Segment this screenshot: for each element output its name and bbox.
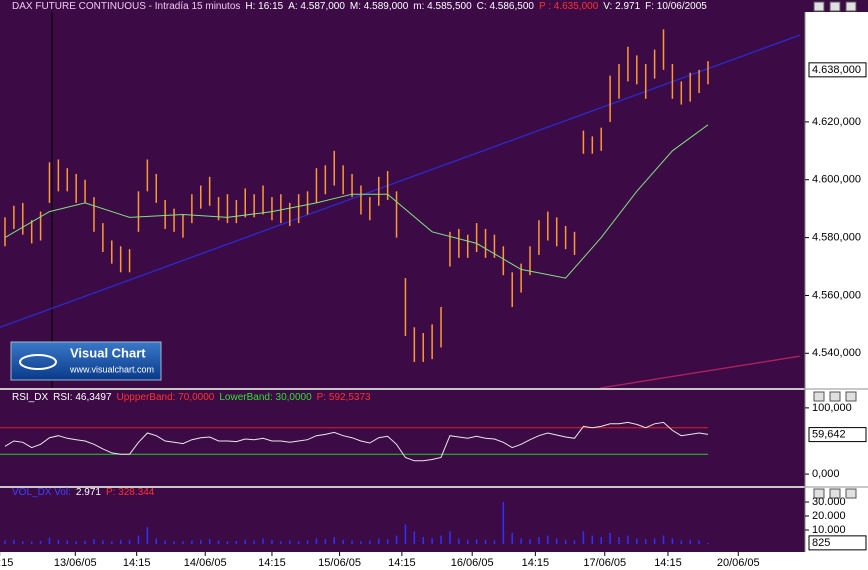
button[interactable] xyxy=(845,488,857,499)
panel xyxy=(0,29,800,388)
trend-line xyxy=(600,355,800,388)
header-segment: A: 4.587,000 xyxy=(288,1,345,12)
panel-header: DAX FUTURE CONTINUOUS - Intradía 15 minu… xyxy=(12,1,707,12)
logo-url: www.visualchart.com xyxy=(69,364,154,374)
button[interactable] xyxy=(813,1,825,12)
price-scale-strip xyxy=(805,12,868,552)
y-tick-label: 0,000 xyxy=(812,468,840,480)
x-tick-label: 14:15 xyxy=(522,557,550,569)
header-segment: P: 592,5373 xyxy=(317,392,371,403)
x-tick-label: 16/06/05 xyxy=(451,557,494,569)
header-segment: C: 4.586,500 xyxy=(477,1,535,12)
button[interactable] xyxy=(829,1,841,12)
y-tick-label: 20.000 xyxy=(812,510,846,522)
y-tick-label: 4.580,000 xyxy=(812,232,861,244)
moving-average xyxy=(4,124,709,279)
last-value-label: 59,642 xyxy=(812,429,846,441)
header-segment: LowerBand: 30,0000 xyxy=(219,392,312,403)
last-value-box xyxy=(808,535,867,551)
button[interactable] xyxy=(829,488,841,499)
x-tick-label: 14:15 xyxy=(0,557,13,569)
button[interactable] xyxy=(845,1,857,12)
trend-line xyxy=(0,34,800,328)
header-segment: V: 2.971 xyxy=(603,1,640,12)
header-segment: VOL_DX Vol: xyxy=(12,487,71,498)
header-segment: m: 4.585,500 xyxy=(413,1,472,12)
y-tick-label: 4.620,000 xyxy=(812,116,861,128)
header-segment: P: 328.344 xyxy=(106,487,155,498)
y-tick-label: 10.000 xyxy=(812,524,846,536)
x-tick-label: 14:15 xyxy=(388,557,416,569)
y-tick-label: 30.000 xyxy=(812,496,846,508)
last-value-box xyxy=(808,62,867,78)
header-segment: RSI_DX xyxy=(12,392,48,403)
x-tick-label: 17/06/05 xyxy=(583,557,626,569)
x-tick-label: 14:15 xyxy=(123,557,151,569)
x-tick-label: 20/06/05 xyxy=(717,557,760,569)
y-tick-label: 100,000 xyxy=(812,402,852,414)
logo-name: Visual Chart xyxy=(70,345,146,360)
logo: Visual Chart www.visualchart.com xyxy=(10,341,162,381)
panel xyxy=(0,421,709,462)
last-value-label: 4.638,000 xyxy=(812,64,861,76)
header-segment: P : 4.635,000 xyxy=(539,1,599,12)
header-segment: DAX FUTURE CONTINUOUS - Intradía 15 minu… xyxy=(12,1,240,12)
x-tick-label: 15/06/05 xyxy=(318,557,361,569)
window-buttons xyxy=(813,1,857,499)
x-tick-label: 14/06/05 xyxy=(184,557,227,569)
last-value-box xyxy=(808,427,867,443)
header-segment: UppperBand: 70,0000 xyxy=(117,392,215,403)
button[interactable] xyxy=(845,391,857,402)
time-axis-strip xyxy=(0,552,868,570)
panel-header: VOL_DX Vol: 2.971 P: 328.344 xyxy=(12,487,155,498)
header-segment: 2.971 xyxy=(76,487,101,498)
logo-box xyxy=(10,341,162,381)
header-segment: F: 10/06/2005 xyxy=(645,1,707,12)
y-tick-label: 4.540,000 xyxy=(812,347,861,359)
x-tick-label: 14:15 xyxy=(654,557,682,569)
button[interactable] xyxy=(813,488,825,499)
rsi-line xyxy=(4,421,709,462)
button[interactable] xyxy=(813,391,825,402)
panel xyxy=(4,502,709,545)
panel-separator xyxy=(0,486,868,488)
last-value-label: 825 xyxy=(812,537,830,549)
x-tick-label: 13/06/05 xyxy=(54,557,97,569)
y-tick-label: 4.600,000 xyxy=(812,174,861,186)
button[interactable] xyxy=(829,391,841,402)
panel-separator xyxy=(0,388,868,390)
logo-swoosh xyxy=(19,354,57,370)
panel-header: RSI_DX RSI: 46,3497 UppperBand: 70,0000 Low… xyxy=(12,392,371,403)
header-segment: M: 4.589,000 xyxy=(350,1,409,12)
header-segment: RSI: 46,3497 xyxy=(53,392,112,403)
y-tick-label: 4.560,000 xyxy=(812,289,861,301)
x-tick-label: 14:15 xyxy=(258,557,286,569)
header-segment: H: 16:15 xyxy=(245,1,283,12)
